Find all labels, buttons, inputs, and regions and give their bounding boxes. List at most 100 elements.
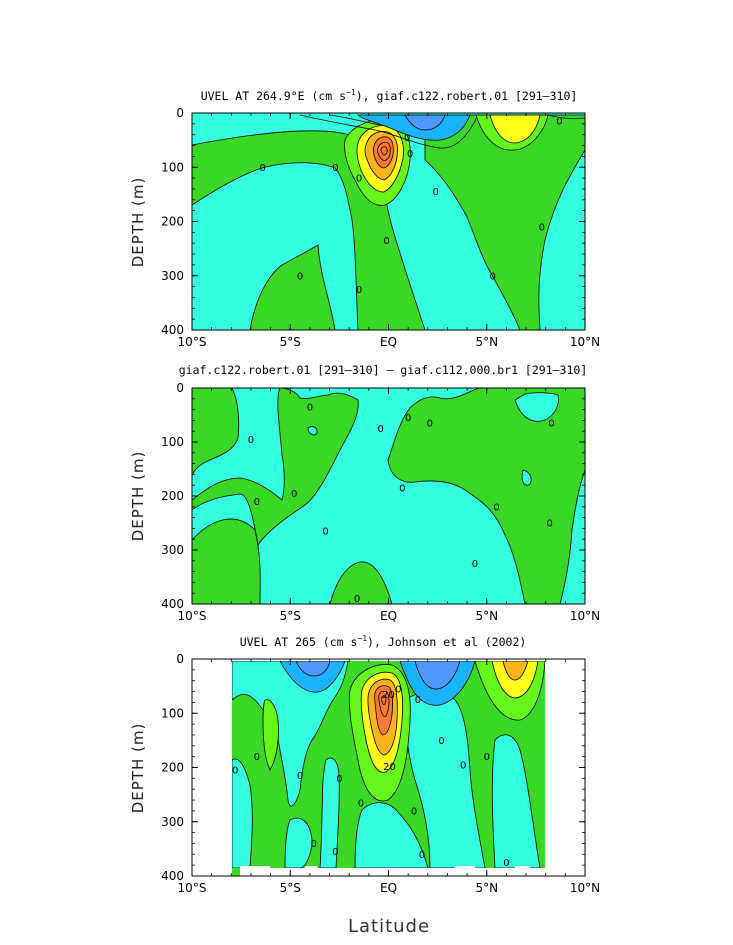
contour-label: 20	[382, 690, 395, 701]
x-tick-label: 10°S	[178, 609, 207, 623]
x-tick-label: 5°N	[475, 881, 498, 895]
x-tick-label: EQ	[380, 881, 397, 895]
contour-label: 0	[556, 117, 562, 128]
contour-label: 0	[539, 222, 545, 233]
panel-3-euc-ring-1	[378, 690, 390, 717]
panel-2-title: giaf.c122.robert.01 [291–310] – giaf.c11…	[179, 363, 588, 377]
contour-label: 0	[407, 149, 413, 160]
panel-3-ylabel: DEPTH (m)	[129, 723, 147, 814]
panel-2-region-3	[192, 518, 261, 604]
panel-3-bottom-strip	[232, 868, 240, 876]
y-tick-label: 0	[176, 652, 184, 666]
panel-2-region-4	[329, 561, 393, 604]
panel-2-region-1	[192, 388, 240, 477]
y-tick-label: 300	[161, 815, 184, 829]
contour-label: 0	[548, 419, 554, 430]
panel-3-gap-4	[455, 866, 475, 876]
y-tick-label: 400	[161, 597, 184, 611]
panel-3-region-2	[231, 758, 253, 869]
panel-1-contour-labels: 0 0 0 0 0 0 0 0 0 0 0 0	[260, 117, 563, 296]
y-tick-label: 400	[161, 323, 184, 337]
panel-3-gap-2	[240, 866, 270, 876]
panel-3-region-5	[284, 817, 313, 869]
panel-2-ylabel: DEPTH (m)	[129, 451, 147, 542]
x-tick-label: 5°S	[280, 335, 301, 349]
x-tick-label: 5°N	[475, 609, 498, 623]
panel-1-sec-blue-inner	[404, 114, 446, 131]
contour-label: 0	[546, 519, 552, 530]
panel-3-region-3	[262, 699, 279, 771]
contour-label: 0	[307, 402, 313, 413]
x-tick-label: 10°N	[570, 335, 600, 349]
panel-3-left-blank	[192, 659, 232, 876]
x-tick-label: 5°N	[475, 335, 498, 349]
panel-1-region-mid	[249, 244, 336, 330]
x-axis-label: Latitude	[348, 916, 430, 937]
panel-3-region-7	[404, 691, 486, 869]
contour-label: 0	[311, 839, 317, 850]
contour-label: 0	[254, 497, 260, 508]
panel-3-sec-north-inner	[414, 660, 461, 690]
panel-2-region-7	[521, 469, 532, 486]
y-tick-label: 100	[161, 706, 184, 720]
panel-3-sec-south-inner	[295, 660, 331, 677]
panel-1-surface-line	[547, 114, 585, 120]
contour-label: 0	[472, 559, 478, 570]
panel-1-contour-line-b	[329, 114, 381, 126]
contour-label: 0	[503, 858, 509, 869]
panel-3-right-blank	[545, 659, 585, 876]
panel-3-plot	[192, 659, 585, 876]
x-tick-label: 10°N	[570, 881, 600, 895]
y-tick-label: 100	[161, 435, 184, 449]
panel-2-region-5	[387, 388, 585, 604]
panel-2-region-6	[514, 392, 559, 422]
contour-label: 0	[399, 483, 405, 494]
contour-label: 0	[232, 766, 238, 777]
contour-label: 0	[332, 847, 338, 858]
contour-label: 0	[395, 684, 401, 695]
y-tick-label: 200	[161, 489, 184, 503]
panel-2-contour-labels: 0 0 0 0 0 0 0 0 0 0 0 0 0 0	[248, 402, 555, 605]
x-tick-label: 10°S	[178, 335, 207, 349]
x-tick-label: 10°S	[178, 881, 207, 895]
contour-label: 0	[489, 271, 495, 282]
panel-1-euc-ring-1	[377, 141, 391, 161]
contour-label: 0	[254, 752, 260, 763]
y-tick-label: 0	[176, 381, 184, 395]
contour-label: 0	[383, 236, 389, 247]
y-tick-label: 300	[161, 269, 184, 283]
y-tick-label: 200	[161, 215, 184, 229]
panel-1-necc-core	[489, 114, 541, 144]
contour-label: 0	[297, 771, 303, 782]
panel-3-region-6	[354, 802, 429, 869]
x-tick-label: 5°S	[280, 609, 301, 623]
x-tick-label: EQ	[380, 335, 397, 349]
y-tick-label: 300	[161, 543, 184, 557]
contour-label: 0	[332, 163, 338, 174]
contour-label: 0	[356, 174, 362, 185]
panel-2-region-8	[307, 426, 318, 436]
contour-label: 0	[404, 133, 410, 144]
contour-label: 0	[460, 760, 466, 771]
contour-label: 0	[291, 489, 297, 500]
panel-1-plot	[192, 113, 585, 330]
panel-2-ticks: 10°S 5°S EQ 5°N 10°N 0 100 200 300 400	[161, 381, 600, 623]
panel-3-euc-ring-2	[381, 694, 387, 706]
contour-label: 0	[438, 736, 444, 747]
contour-label: 0	[415, 695, 421, 706]
panel-3-region-8	[491, 734, 541, 869]
x-tick-label: 5°S	[280, 881, 301, 895]
y-tick-label: 400	[161, 869, 184, 883]
panel-3-necc-orange	[502, 660, 529, 681]
panel-3-gap-3	[305, 866, 317, 876]
contour-label: 0	[322, 527, 328, 538]
contour-label: 0	[377, 424, 383, 435]
contour-label: 0	[297, 271, 303, 282]
panel-1-contour-line-a	[299, 114, 479, 149]
